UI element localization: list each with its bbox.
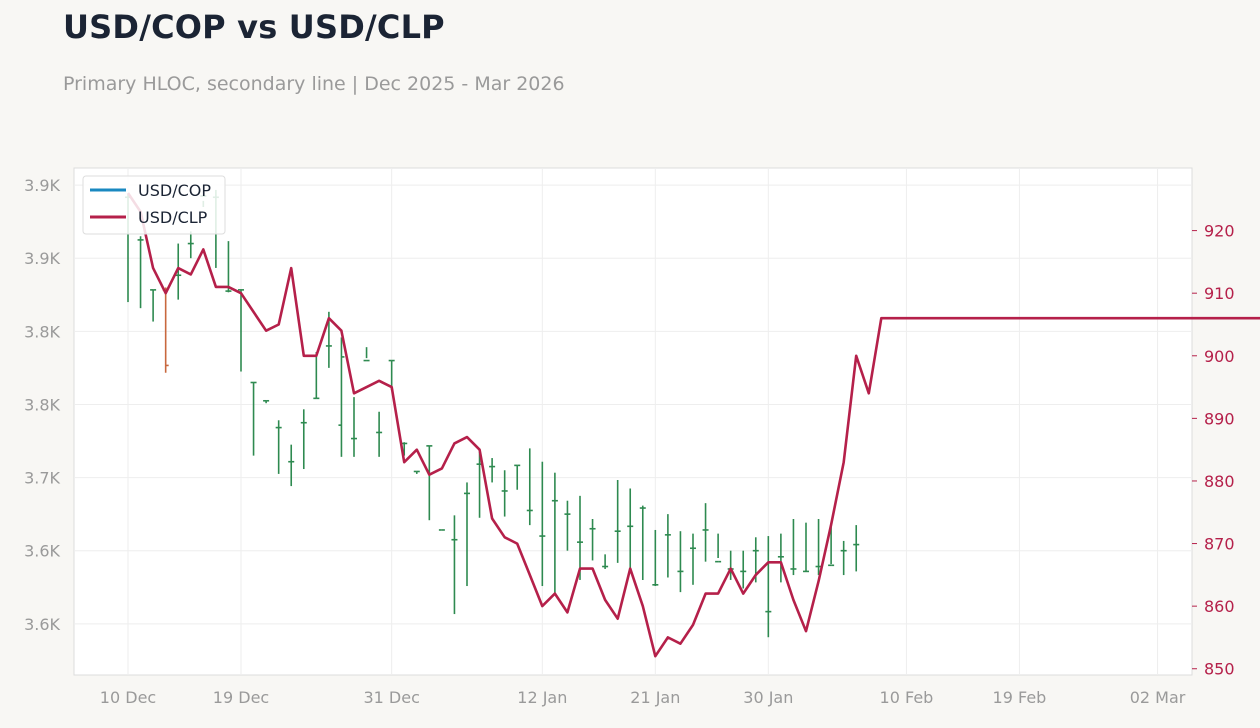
y-tick-label-left: 3.7K <box>24 469 60 488</box>
legend-label: USD/CLP <box>138 208 208 227</box>
plot-area <box>73 167 1193 676</box>
y-tick-label-left: 3.6K <box>24 615 60 634</box>
chart-title: USD/COP vs USD/CLP <box>63 8 445 46</box>
x-tick-label: 02 Mar <box>1130 688 1186 707</box>
y-tick-label-right: 870 <box>1204 535 1235 554</box>
x-tick-label: 31 Dec <box>363 688 419 707</box>
y-tick-label-right: 920 <box>1204 222 1235 241</box>
y-tick-label-right: 910 <box>1204 284 1235 303</box>
x-tick-label: 12 Jan <box>517 688 567 707</box>
y-tick-label-left: 3.6K <box>24 542 60 561</box>
legend-label: USD/COP <box>138 181 211 200</box>
y-tick-label-right: 860 <box>1204 597 1235 616</box>
x-tick-label: 19 Feb <box>993 688 1047 707</box>
y-tick-label-right: 850 <box>1204 660 1235 679</box>
y-tick-label-right: 900 <box>1204 347 1235 366</box>
y-tick-label-left: 3.8K <box>24 395 60 414</box>
y-tick-label-left: 3.8K <box>24 322 60 341</box>
y-tick-label-right: 890 <box>1204 409 1235 428</box>
y-tick-label-left: 3.9K <box>24 249 60 268</box>
x-tick-label: 19 Dec <box>213 688 269 707</box>
x-tick-label: 30 Jan <box>743 688 793 707</box>
x-tick-label: 10 Feb <box>880 688 934 707</box>
chart-subtitle: Primary HLOC, secondary line | Dec 2025 … <box>63 73 565 95</box>
x-tick-label: 10 Dec <box>100 688 156 707</box>
legend: USD/COP USD/CLP <box>82 175 226 235</box>
y-tick-label-right: 880 <box>1204 472 1235 491</box>
y-tick-label-left: 3.9K <box>24 176 60 195</box>
usd-clp-line <box>126 192 1260 658</box>
x-tick-label: 21 Jan <box>630 688 680 707</box>
